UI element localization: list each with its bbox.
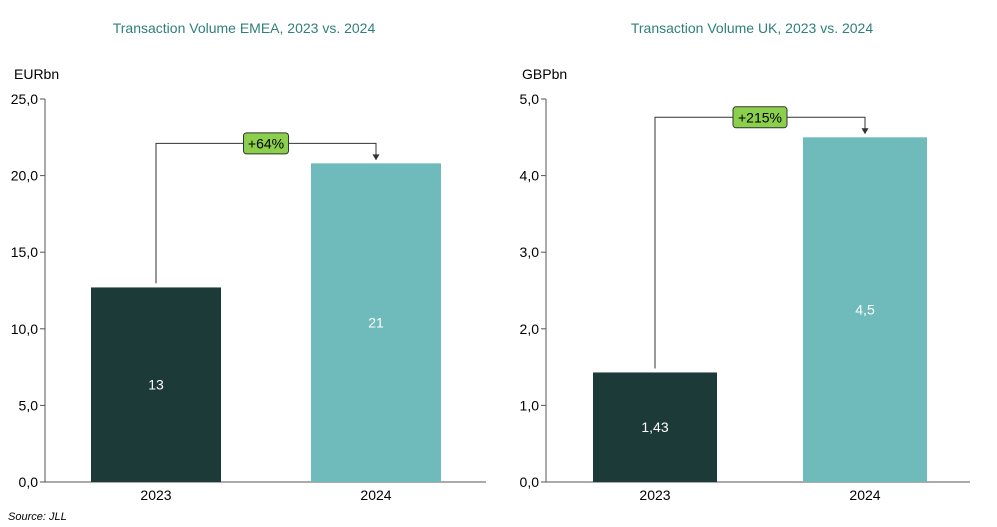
bar-2024 <box>803 137 927 483</box>
y-tick-label: 0,0 <box>19 474 39 490</box>
unit-label: GBPbn <box>522 66 567 82</box>
bar-2024 <box>311 163 441 482</box>
unit-label: EURbn <box>14 66 59 82</box>
y-tick-label: 0,0 <box>520 474 540 490</box>
y-tick-label: 1,0 <box>520 397 540 413</box>
bar-2023 <box>91 287 221 482</box>
growth-arrowhead <box>861 128 869 135</box>
category-label: 2023 <box>140 487 171 503</box>
growth-badge <box>243 132 289 155</box>
y-tick-label: 25,0 <box>11 91 38 107</box>
y-tick-label: 10,0 <box>11 321 38 337</box>
chart-title: Transaction Volume EMEA, 2023 vs. 2024 <box>113 20 376 36</box>
chart-panel-2: Transaction Volume UK, 2023 vs. 2024 GBPb… <box>520 20 970 503</box>
data-label: 1,43 <box>641 419 668 435</box>
y-tick-label: 5,0 <box>520 91 540 107</box>
bar-2023 <box>593 372 717 482</box>
data-label: 21 <box>368 315 384 331</box>
growth-badge <box>732 106 788 129</box>
y-tick-label: 2,0 <box>520 321 540 337</box>
data-label: 13 <box>148 377 164 393</box>
growth-arrowhead <box>372 154 380 161</box>
chart-title: Transaction Volume UK, 2023 vs. 2024 <box>631 20 874 36</box>
category-label: 2023 <box>639 487 670 503</box>
source-note: Source: JLL <box>8 511 67 523</box>
category-label: 2024 <box>849 487 880 503</box>
y-tick-label: 15,0 <box>11 244 38 260</box>
y-tick-label: 5,0 <box>19 397 39 413</box>
y-tick-label: 4,0 <box>520 168 540 184</box>
category-label: 2024 <box>360 487 391 503</box>
data-label: 4,5 <box>855 302 875 318</box>
growth-label: +215% <box>738 109 782 125</box>
y-tick-label: 3,0 <box>520 244 540 260</box>
growth-label: +64% <box>248 135 284 151</box>
chart-panel-1: Transaction Volume EMEA, 2023 vs. 2024 EU… <box>11 20 486 503</box>
y-tick-label: 20,0 <box>11 168 38 184</box>
